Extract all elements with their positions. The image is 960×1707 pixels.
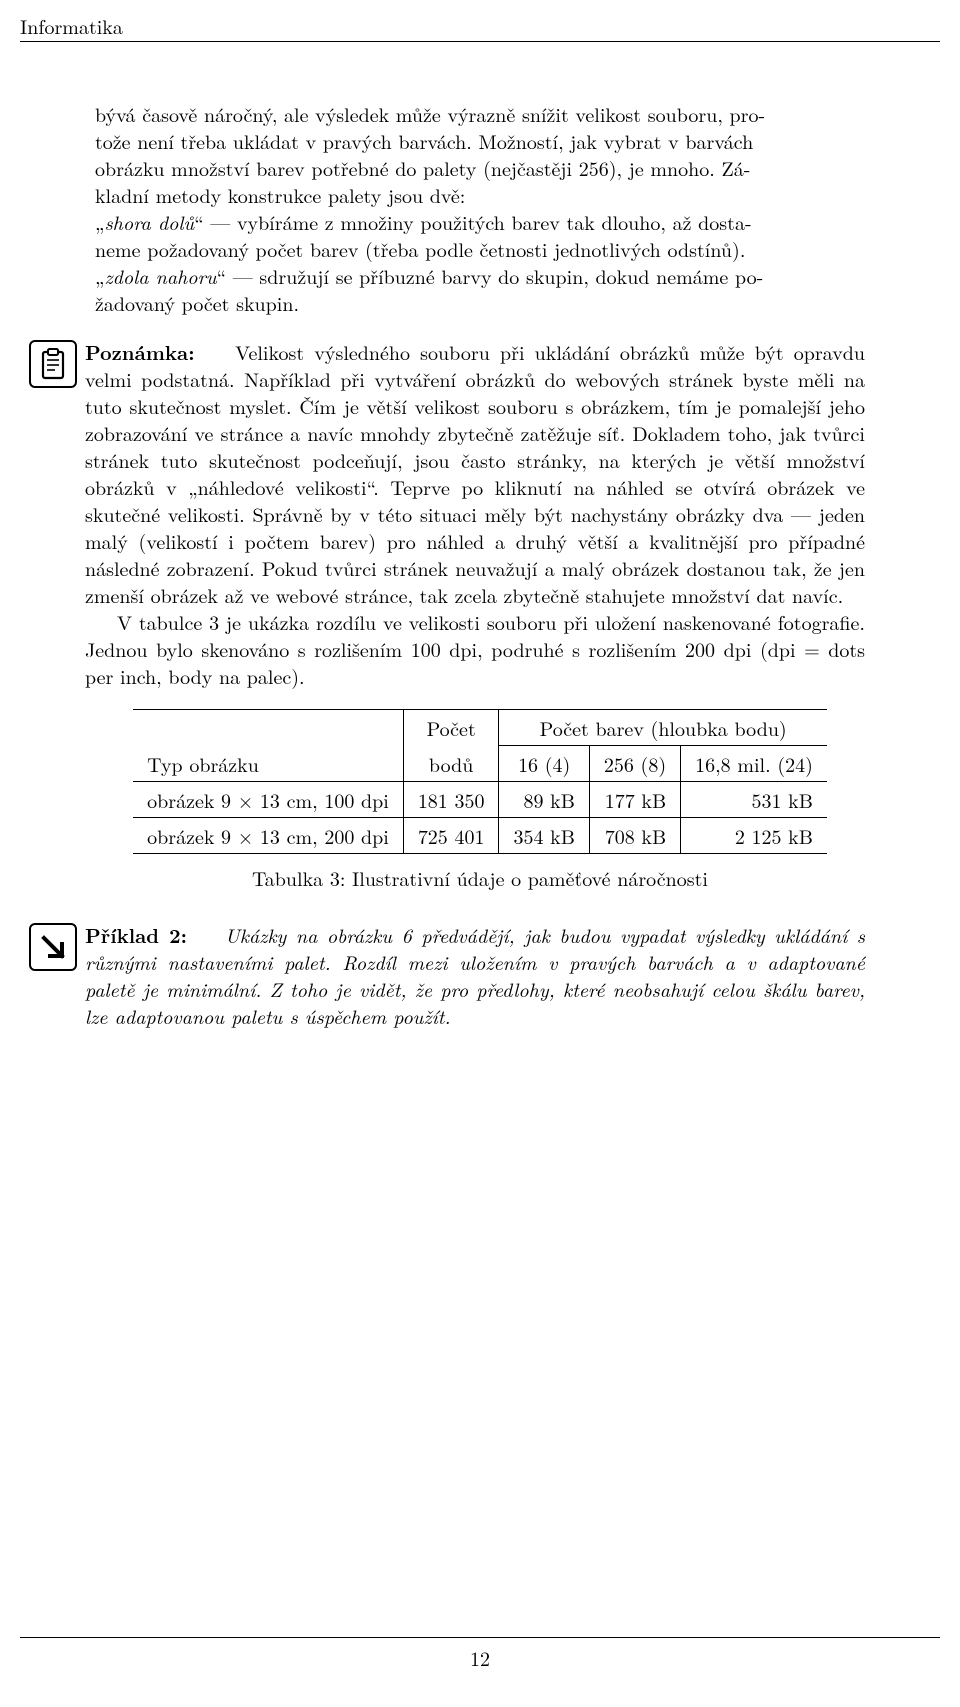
example-body: Ukázky na obrázku 6 předvádějí, jak budo… [85, 920, 865, 1030]
cell-type: obrázek 9 × 13 cm, 100 dpi [133, 782, 403, 818]
method-name: shora dolů [104, 207, 194, 236]
note-paragraph-2: V tabulce 3 je ukázka rozdílu ve velikos… [85, 608, 865, 689]
intro-paragraph: bývá časově náročný, ale výsledek může v… [95, 100, 865, 316]
content: bývá časově náročný, ale výsledek může v… [95, 0, 865, 1029]
clipboard-icon [29, 340, 77, 388]
intro-line: obrázku množství barev potřebné do palet… [95, 154, 865, 181]
example-text: Příklad 2: Ukázky na obrázku 6 předváděj… [85, 921, 865, 1029]
note-block: Poznámka: Velikost výsledného souboru př… [95, 338, 865, 689]
method-text: “ — vybíráme z množiny použitých barev t… [194, 207, 751, 236]
cell-c2: 177 kB [589, 782, 680, 818]
table-row: obrázek 9 × 13 cm, 200 dpi 725 401 354 k… [133, 818, 827, 854]
page-footer: 12 [0, 1637, 960, 1671]
running-head: Informatika [20, 12, 940, 42]
method-name: zdola nahoru [104, 261, 216, 290]
th-type: Typ obrázku [133, 746, 403, 782]
th-points-bot: bodů [403, 746, 499, 782]
example-paragraph: Příklad 2: Ukázky na obrázku 6 předváděj… [85, 921, 865, 1029]
note-label: Poznámka: [85, 337, 195, 366]
method-top-down: „shora dolů“ — vybíráme z množiny použit… [95, 208, 865, 235]
intro-line: kladní metody konstrukce palety jsou dvě… [95, 181, 865, 208]
table-row: obrázek 9 × 13 cm, 100 dpi 181 350 89 kB… [133, 782, 827, 818]
th-empty [133, 710, 403, 746]
th-points-top: Počet [403, 710, 499, 746]
cell-type: obrázek 9 × 13 cm, 200 dpi [133, 818, 403, 854]
cell-points: 725 401 [403, 818, 499, 854]
memory-table: Počet Počet barev (hloubka bodu) Typ obr… [133, 709, 827, 854]
method-bottom-up: „zdola nahoru“ — sdružují se příbuzné ba… [95, 262, 865, 289]
method-text: “ — sdružují se příbuzné barvy do skupin… [217, 261, 764, 290]
th-color-depth-group: Počet barev (hloubka bodu) [499, 710, 827, 746]
cell-c2: 708 kB [589, 818, 680, 854]
cell-c1: 354 kB [499, 818, 589, 854]
arrow-down-right-icon [29, 923, 77, 971]
table-header-row-1: Počet Počet barev (hloubka bodu) [133, 710, 827, 746]
cell-points: 181 350 [403, 782, 499, 818]
cell-c3: 2 125 kB [681, 818, 827, 854]
table-caption: Tabulka 3: Ilustrativní údaje o paměťové… [95, 864, 865, 891]
table-3: Počet Počet barev (hloubka bodu) Typ obr… [95, 709, 865, 854]
intro-line: bývá časově náročný, ale výsledek může v… [95, 100, 865, 127]
note-body: Velikost výsledného souboru při ukládání… [85, 337, 865, 609]
method-bottom-up-2: žadovaný počet skupin. [95, 289, 865, 316]
th-c3: 16,8 mil. (24) [681, 746, 827, 782]
example-block: Příklad 2: Ukázky na obrázku 6 předváděj… [95, 921, 865, 1029]
page: Informatika bývá časově náročný, ale výs… [0, 0, 960, 1707]
note-icon-col [29, 338, 85, 388]
th-c1: 16 (4) [499, 746, 589, 782]
cell-c1: 89 kB [499, 782, 589, 818]
intro-line: tože není třeba ukládat v pravých barvác… [95, 127, 865, 154]
example-label: Příklad 2: [85, 920, 187, 949]
footer-rule [20, 1637, 940, 1638]
table-header-row-2: Typ obrázku bodů 16 (4) 256 (8) 16,8 mil… [133, 746, 827, 782]
cell-c3: 531 kB [681, 782, 827, 818]
note-text: Poznámka: Velikost výsledného souboru př… [85, 338, 865, 689]
note-paragraph-1: Poznámka: Velikost výsledného souboru př… [85, 338, 865, 608]
example-icon-col [29, 921, 85, 971]
method-top-down-2: neme požadovaný počet barev (třeba podle… [95, 235, 865, 262]
page-number: 12 [470, 1643, 490, 1672]
th-c2: 256 (8) [589, 746, 680, 782]
